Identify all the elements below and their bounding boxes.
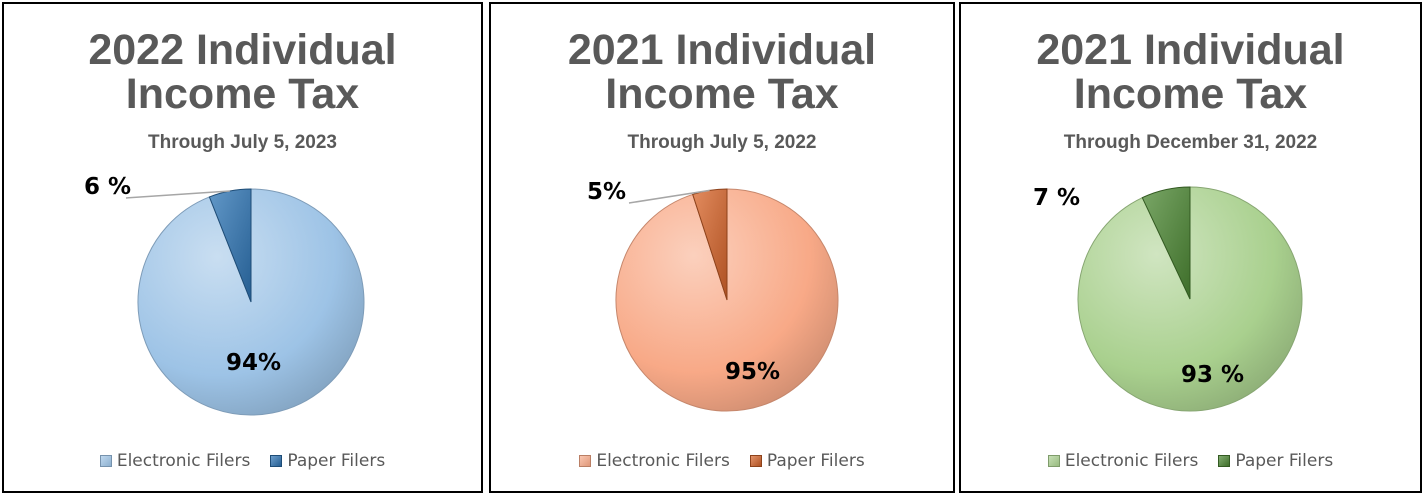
- chart-legend: Electronic Filers Paper Filers: [961, 451, 1420, 471]
- legend-item-paper: Paper Filers: [270, 451, 385, 471]
- legend-item-electronic: Electronic Filers: [1047, 451, 1199, 471]
- legend-swatch-paper: [270, 455, 283, 467]
- chart-legend: Electronic Filers Paper Filers: [491, 451, 953, 471]
- chart-panel-2021-december: 2021 Individual Income Tax Through Decem…: [959, 2, 1422, 493]
- pie-chart: 6 % 94%: [84, 174, 365, 416]
- data-label-paper: 5%: [587, 179, 626, 205]
- pie-slice-paper: [208, 188, 252, 303]
- legend-item-paper: Paper Filers: [749, 451, 865, 471]
- legend-label-paper: Paper Filers: [1235, 451, 1334, 471]
- legend-label-paper: Paper Filers: [287, 451, 386, 471]
- leader-line: [628, 189, 710, 204]
- chart-title-line2: Income Tax: [1073, 70, 1308, 118]
- pie-chart: 7 % 93 %: [1033, 185, 1303, 412]
- pie-chart: 5% 95%: [587, 179, 839, 412]
- legend-item-paper: Paper Filers: [1218, 451, 1333, 471]
- chart-panel-2022-july: 2022 Individual Income Tax Through July …: [2, 2, 483, 493]
- chart-title-line2: Income Tax: [125, 70, 360, 118]
- legend-label-electronic: Electronic Filers: [116, 451, 251, 471]
- chart-subtitle: Through December 31, 2022: [1063, 132, 1318, 153]
- legend-swatch-electronic: [579, 455, 592, 467]
- data-label-paper: 6 %: [84, 174, 131, 200]
- data-label-paper: 7 %: [1033, 185, 1080, 211]
- legend-item-electronic: Electronic Filers: [579, 451, 730, 471]
- chart-title-line1: 2021 Individual: [567, 26, 877, 74]
- legend-item-electronic: Electronic Filers: [99, 451, 251, 471]
- leader-line: [125, 190, 230, 199]
- chart-subtitle: Through July 5, 2023: [148, 132, 337, 153]
- legend-swatch-electronic: [99, 455, 112, 467]
- legend-swatch-paper: [1218, 455, 1231, 467]
- chart-title-line1: 2022 Individual: [88, 26, 397, 74]
- chart-panel-2021-july: 2021 Individual Income Tax Through July …: [489, 2, 955, 493]
- chart-title-line2: Income Tax: [605, 70, 839, 118]
- data-label-electronic: 94%: [226, 350, 281, 376]
- legend-label-electronic: Electronic Filers: [596, 451, 730, 471]
- legend-label-paper: Paper Filers: [766, 451, 865, 471]
- chart-legend: Electronic Filers Paper Filers: [4, 451, 481, 471]
- chart-title-line1: 2021 Individual: [1036, 26, 1345, 74]
- legend-label-electronic: Electronic Filers: [1064, 451, 1199, 471]
- chart-subtitle: Through July 5, 2022: [627, 132, 817, 153]
- data-label-electronic: 95%: [725, 359, 780, 385]
- data-label-electronic: 93 %: [1181, 362, 1244, 388]
- legend-swatch-electronic: [1047, 455, 1060, 467]
- pie-slice-paper: [1141, 186, 1191, 300]
- legend-swatch-paper: [749, 455, 762, 467]
